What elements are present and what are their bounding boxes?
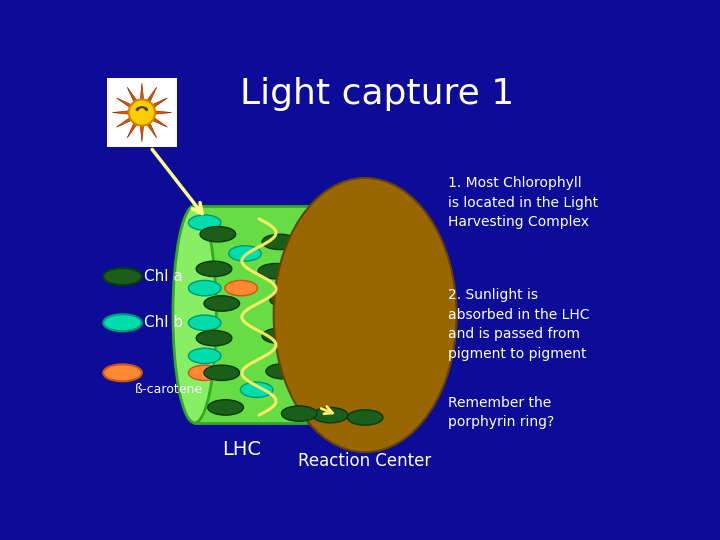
- Ellipse shape: [299, 234, 331, 249]
- Text: 1. Most Chlorophyll
is located in the Light
Harvesting Complex: 1. Most Chlorophyll is located in the Li…: [448, 177, 598, 230]
- Ellipse shape: [173, 206, 216, 423]
- Text: LHC: LHC: [222, 440, 261, 460]
- Text: Remember the
porphyrin ring?: Remember the porphyrin ring?: [448, 396, 554, 429]
- Ellipse shape: [240, 382, 273, 397]
- Ellipse shape: [282, 406, 317, 421]
- Polygon shape: [127, 122, 138, 138]
- Ellipse shape: [312, 408, 348, 423]
- Polygon shape: [112, 111, 130, 114]
- Ellipse shape: [347, 410, 383, 425]
- Ellipse shape: [299, 279, 331, 294]
- Ellipse shape: [200, 226, 235, 242]
- Ellipse shape: [274, 178, 456, 452]
- Polygon shape: [140, 83, 144, 100]
- Ellipse shape: [103, 364, 142, 381]
- Ellipse shape: [294, 315, 327, 330]
- Ellipse shape: [204, 296, 240, 311]
- Ellipse shape: [189, 348, 221, 363]
- Polygon shape: [147, 122, 157, 138]
- Ellipse shape: [302, 219, 335, 234]
- Ellipse shape: [189, 315, 221, 330]
- Ellipse shape: [262, 234, 297, 249]
- Polygon shape: [117, 117, 132, 127]
- Ellipse shape: [204, 365, 240, 381]
- Text: Chl b: Chl b: [144, 315, 184, 330]
- Ellipse shape: [103, 314, 142, 331]
- Ellipse shape: [294, 256, 327, 271]
- Ellipse shape: [266, 363, 302, 379]
- Text: 2. Sunlight is
absorbed in the LHC
and is passed from
pigment to pigment: 2. Sunlight is absorbed in the LHC and i…: [448, 288, 590, 361]
- Text: Light capture 1: Light capture 1: [240, 77, 514, 111]
- Ellipse shape: [225, 280, 258, 296]
- Ellipse shape: [258, 264, 294, 279]
- Ellipse shape: [103, 268, 142, 285]
- Polygon shape: [152, 98, 168, 108]
- Polygon shape: [154, 111, 171, 114]
- Polygon shape: [117, 98, 132, 108]
- Ellipse shape: [294, 348, 327, 363]
- Polygon shape: [147, 87, 157, 103]
- Ellipse shape: [196, 261, 232, 276]
- Ellipse shape: [129, 99, 155, 126]
- Ellipse shape: [208, 400, 243, 415]
- Polygon shape: [127, 87, 138, 103]
- Polygon shape: [140, 125, 144, 142]
- Ellipse shape: [189, 215, 221, 231]
- FancyBboxPatch shape: [194, 206, 333, 423]
- Text: Chl a: Chl a: [144, 269, 183, 284]
- Ellipse shape: [270, 292, 305, 307]
- Ellipse shape: [262, 328, 297, 343]
- Ellipse shape: [196, 330, 232, 346]
- Polygon shape: [152, 117, 168, 127]
- Text: Reaction Center: Reaction Center: [299, 453, 432, 470]
- Ellipse shape: [189, 280, 221, 296]
- Text: ß-carotene: ß-carotene: [135, 383, 203, 396]
- Ellipse shape: [229, 246, 261, 261]
- FancyBboxPatch shape: [107, 78, 177, 147]
- Ellipse shape: [189, 365, 221, 381]
